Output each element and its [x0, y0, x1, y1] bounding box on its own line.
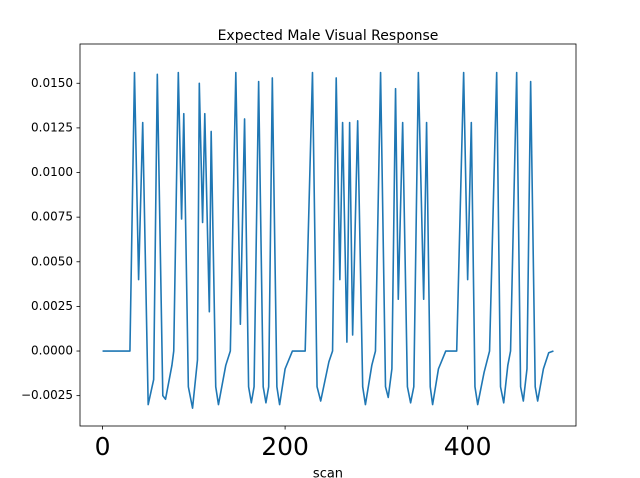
y-tick-label: 0.0000: [31, 344, 73, 358]
y-tick-label: 0.0050: [31, 254, 73, 268]
data-line: [102, 71, 554, 409]
chart-title: Expected Male Visual Response: [218, 28, 439, 44]
y-tick-label: 0.0150: [31, 76, 73, 90]
y-tick-label: −0.0025: [21, 388, 73, 402]
y-tick-label: 0.0125: [31, 120, 73, 134]
x-axis-label: scan: [313, 467, 343, 478]
y-tick-label: 0.0075: [31, 210, 73, 224]
y-tick-label: 0.0025: [31, 299, 73, 313]
x-tick-label: 0: [95, 432, 111, 461]
x-tick-label: 400: [444, 432, 492, 461]
plot-frame: [79, 43, 577, 427]
y-tick-label: 0.0100: [31, 165, 73, 179]
x-tick-label: 200: [261, 432, 309, 461]
